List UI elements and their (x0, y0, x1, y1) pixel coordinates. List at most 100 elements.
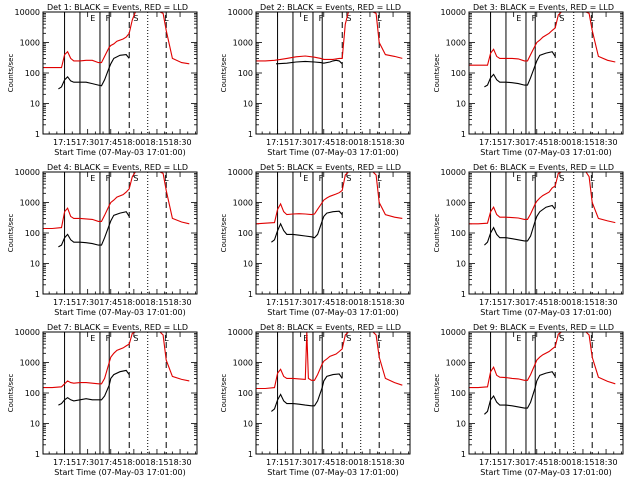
y-axis-label: Counts/sec (433, 374, 441, 413)
y-tick-label: 1 (248, 290, 253, 299)
panel-title: Det 9: BLACK = Events, RED = LLD (473, 323, 614, 332)
x-tick-label: 18:00 (548, 138, 571, 147)
panel-det-6: Det 6: BLACK = Events, RED = LLD 1 10 100 10… (433, 163, 624, 317)
x-tick-label: 18:30 (382, 138, 405, 147)
marker-letter: L (164, 174, 169, 183)
x-tick-label: 17:45 (525, 458, 548, 467)
series-line-events (484, 51, 556, 88)
x-tick-label: 18:00 (548, 458, 571, 467)
x-tick-label: 18:15 (571, 138, 594, 147)
x-tick-label: 18:00 (548, 298, 571, 307)
panel-title: Det 4: BLACK = Events, RED = LLD (47, 163, 188, 172)
y-tick-label: 10000 (228, 168, 253, 177)
x-axis-label: Start Time (07-May-03 17:01:00) (480, 148, 611, 157)
y-tick-label: 10000 (441, 168, 466, 177)
y-tick-label: 10 (30, 100, 40, 109)
x-tick-label: 18:30 (169, 298, 192, 307)
marker-letter: F (532, 14, 537, 23)
y-tick-label: 1000 (233, 359, 253, 368)
marker-letter: F (532, 174, 537, 183)
marker-letter: L (590, 174, 595, 183)
marker-letter: E (90, 174, 95, 183)
marker-letter: F (106, 334, 111, 343)
x-tick-label: 17:45 (312, 298, 335, 307)
y-tick-label: 100 (25, 69, 40, 78)
x-tick-label: 18:00 (122, 298, 145, 307)
marker-letter: S (133, 334, 138, 343)
x-axis-label: Start Time (07-May-03 17:01:00) (54, 468, 185, 477)
marker-letter: F (319, 334, 324, 343)
marker-letter: F (106, 14, 111, 23)
marker-letter: S (133, 14, 138, 23)
y-axis-label: Counts/sec (220, 374, 228, 413)
y-tick-label: 1 (35, 450, 40, 459)
series-line-events (58, 211, 130, 248)
y-tick-label: 100 (451, 69, 466, 78)
panel-det-2: Det 2: BLACK = Events, RED = LLD 1 10 100 10… (220, 3, 411, 157)
y-axis-label: Counts/sec (7, 214, 15, 253)
x-axis-label: Start Time (07-May-03 17:01:00) (267, 468, 398, 477)
x-tick-label: 17:15 (266, 298, 289, 307)
y-axis-label: Counts/sec (220, 214, 228, 253)
y-tick-label: 1 (461, 290, 466, 299)
x-tick-label: 18:30 (595, 298, 618, 307)
y-tick-label: 10000 (441, 328, 466, 337)
panel-title: Det 6: BLACK = Events, RED = LLD (473, 163, 614, 172)
panel-det-1: Det 1: BLACK = Events, RED = LLD 1 10 100 10… (7, 3, 198, 157)
y-tick-label: 1000 (20, 359, 40, 368)
x-tick-label: 17:15 (479, 138, 502, 147)
y-axis-label: Counts/sec (433, 54, 441, 93)
panel-frame (42, 331, 198, 455)
y-tick-label: 1000 (446, 199, 466, 208)
panel-det-4: Det 4: BLACK = Events, RED = LLD 1 10 100 10… (7, 163, 198, 317)
series-line-lld (256, 332, 403, 390)
x-tick-label: 17:45 (525, 298, 548, 307)
y-tick-label: 100 (238, 69, 253, 78)
x-tick-label: 18:30 (595, 458, 618, 467)
y-axis-label: Counts/sec (220, 54, 228, 93)
series-line-events (271, 373, 343, 412)
x-tick-label: 18:30 (382, 458, 405, 467)
y-tick-label: 10000 (441, 8, 466, 17)
panel-det-7: Det 7: BLACK = Events, RED = LLD 1 10 100 10… (7, 323, 198, 477)
x-axis-label: Start Time (07-May-03 17:01:00) (480, 468, 611, 477)
y-tick-label: 10000 (15, 8, 40, 17)
x-tick-label: 17:45 (99, 458, 122, 467)
panel-frame (42, 11, 198, 135)
x-tick-label: 17:15 (479, 298, 502, 307)
y-tick-label: 10000 (228, 328, 253, 337)
x-tick-label: 18:30 (595, 138, 618, 147)
series-line-events (58, 369, 130, 406)
y-tick-label: 10000 (228, 8, 253, 17)
x-tick-label: 18:00 (122, 458, 145, 467)
panel-frame (255, 171, 411, 295)
x-tick-label: 18:15 (571, 458, 594, 467)
panel-title: Det 8: BLACK = Events, RED = LLD (260, 323, 401, 332)
x-tick-label: 17:15 (266, 138, 289, 147)
x-tick-label: 17:30 (289, 298, 312, 307)
panel-frame (255, 331, 411, 455)
x-axis-label: Start Time (07-May-03 17:01:00) (267, 308, 398, 317)
marker-letter: S (346, 174, 351, 183)
panel-det-5: Det 5: BLACK = Events, RED = LLD 1 10 100 10… (220, 163, 411, 317)
marker-letter: S (133, 174, 138, 183)
x-tick-label: 17:15 (53, 458, 76, 467)
x-tick-label: 18:15 (358, 138, 381, 147)
y-tick-label: 10 (243, 420, 253, 429)
y-tick-label: 1000 (233, 199, 253, 208)
x-tick-label: 18:00 (335, 138, 358, 147)
x-tick-label: 17:45 (525, 138, 548, 147)
panel-title: Det 5: BLACK = Events, RED = LLD (260, 163, 401, 172)
x-tick-label: 17:15 (53, 138, 76, 147)
marker-letter: L (164, 14, 169, 23)
marker-letter: E (303, 14, 308, 23)
x-tick-label: 17:30 (289, 458, 312, 467)
y-tick-label: 10 (30, 420, 40, 429)
marker-letter: S (559, 14, 564, 23)
x-axis-label: Start Time (07-May-03 17:01:00) (267, 148, 398, 157)
y-axis-label: Counts/sec (7, 374, 15, 413)
marker-letter: L (377, 334, 382, 343)
x-tick-label: 17:30 (502, 138, 525, 147)
